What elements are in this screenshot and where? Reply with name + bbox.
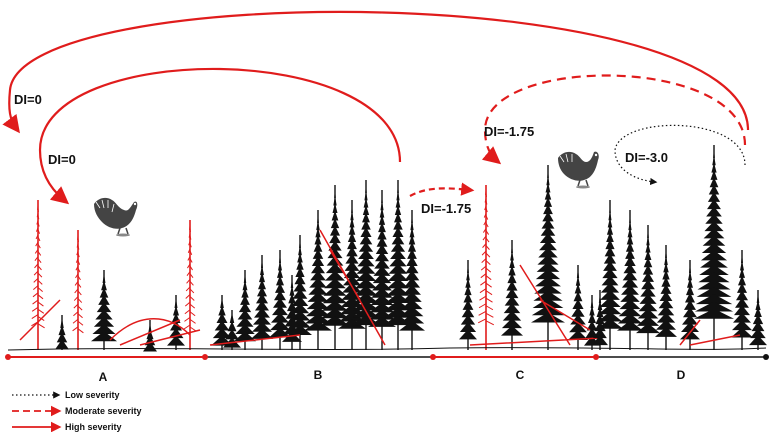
spruce-tree bbox=[338, 200, 366, 350]
dead-tree bbox=[183, 220, 197, 350]
label-di-d-to-c: DI=-1.75 bbox=[484, 124, 534, 139]
spruce-tree bbox=[636, 225, 660, 350]
spruce-tree bbox=[459, 260, 477, 350]
label-di-d-to-a: DI=0 bbox=[14, 92, 42, 107]
arrow-b-to-c bbox=[409, 182, 475, 197]
stage-label-d: D bbox=[677, 368, 686, 382]
spruce-tree bbox=[568, 265, 588, 350]
legend-low-label: Low severity bbox=[65, 390, 120, 400]
arrow-d-to-d bbox=[614, 124, 746, 186]
stage-label-a: A bbox=[99, 370, 108, 384]
spruce-tree bbox=[680, 260, 700, 350]
spruce-tree bbox=[731, 250, 753, 350]
fallen-debris bbox=[209, 229, 386, 346]
grouse-bird-icon bbox=[558, 151, 599, 189]
label-di-d-to-d: DI=-3.0 bbox=[625, 150, 668, 165]
fallen-debris bbox=[679, 319, 741, 346]
dead-tree bbox=[477, 185, 495, 350]
ground-line bbox=[7, 347, 767, 351]
grouse-bird-icon bbox=[94, 197, 138, 237]
dead-tree bbox=[31, 200, 45, 350]
spruce-tree bbox=[399, 210, 425, 350]
spruce-tree bbox=[351, 180, 381, 350]
arrow-d-to-c bbox=[481, 74, 747, 165]
spruce-tree bbox=[749, 290, 767, 350]
label-di-b-to-a: DI=0 bbox=[48, 152, 76, 167]
legend: Low severity Moderate severity High seve… bbox=[12, 390, 142, 432]
spruce-tree bbox=[269, 250, 291, 350]
spruce-tree bbox=[304, 210, 332, 350]
spruce-tree bbox=[251, 255, 273, 350]
legend-moderate-label: Moderate severity bbox=[65, 406, 142, 416]
legend-high-label: High severity bbox=[65, 422, 122, 432]
arrow-d-to-a bbox=[2, 10, 750, 134]
spruce-tree bbox=[655, 245, 677, 350]
fallen-debris bbox=[19, 299, 201, 346]
spruce-tree bbox=[282, 275, 302, 350]
spruce-tree bbox=[143, 320, 157, 352]
spruce-tree bbox=[592, 290, 608, 350]
spruce-tree bbox=[368, 190, 396, 350]
spruce-tree bbox=[694, 145, 734, 350]
stage-label-c: C bbox=[516, 368, 525, 382]
spruce-tree bbox=[531, 165, 565, 350]
spruce-tree bbox=[167, 295, 185, 350]
forest-illustration bbox=[7, 145, 767, 352]
arrow-b-to-a bbox=[38, 67, 402, 205]
spruce-tree bbox=[234, 270, 256, 350]
spruce-tree bbox=[617, 210, 643, 350]
spruce-tree bbox=[501, 240, 523, 350]
spruce-tree bbox=[320, 185, 350, 350]
fallen-debris bbox=[469, 264, 601, 346]
dead-tree bbox=[72, 230, 84, 350]
stage-timeline bbox=[5, 354, 769, 360]
label-di-b-to-c: DI=-1.75 bbox=[421, 201, 471, 216]
spruce-tree bbox=[55, 315, 69, 350]
stage-label-b: B bbox=[314, 368, 323, 382]
spruce-tree bbox=[91, 270, 117, 350]
spruce-tree bbox=[597, 200, 623, 350]
